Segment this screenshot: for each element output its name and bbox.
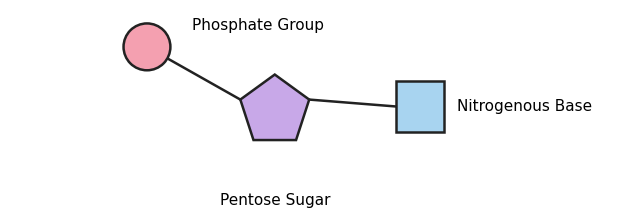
Bar — [396, 81, 444, 132]
Polygon shape — [240, 75, 309, 140]
Text: Phosphate Group: Phosphate Group — [192, 18, 324, 33]
Text: Pentose Sugar: Pentose Sugar — [220, 193, 330, 208]
Ellipse shape — [123, 23, 171, 70]
Text: Nitrogenous Base: Nitrogenous Base — [457, 99, 592, 114]
